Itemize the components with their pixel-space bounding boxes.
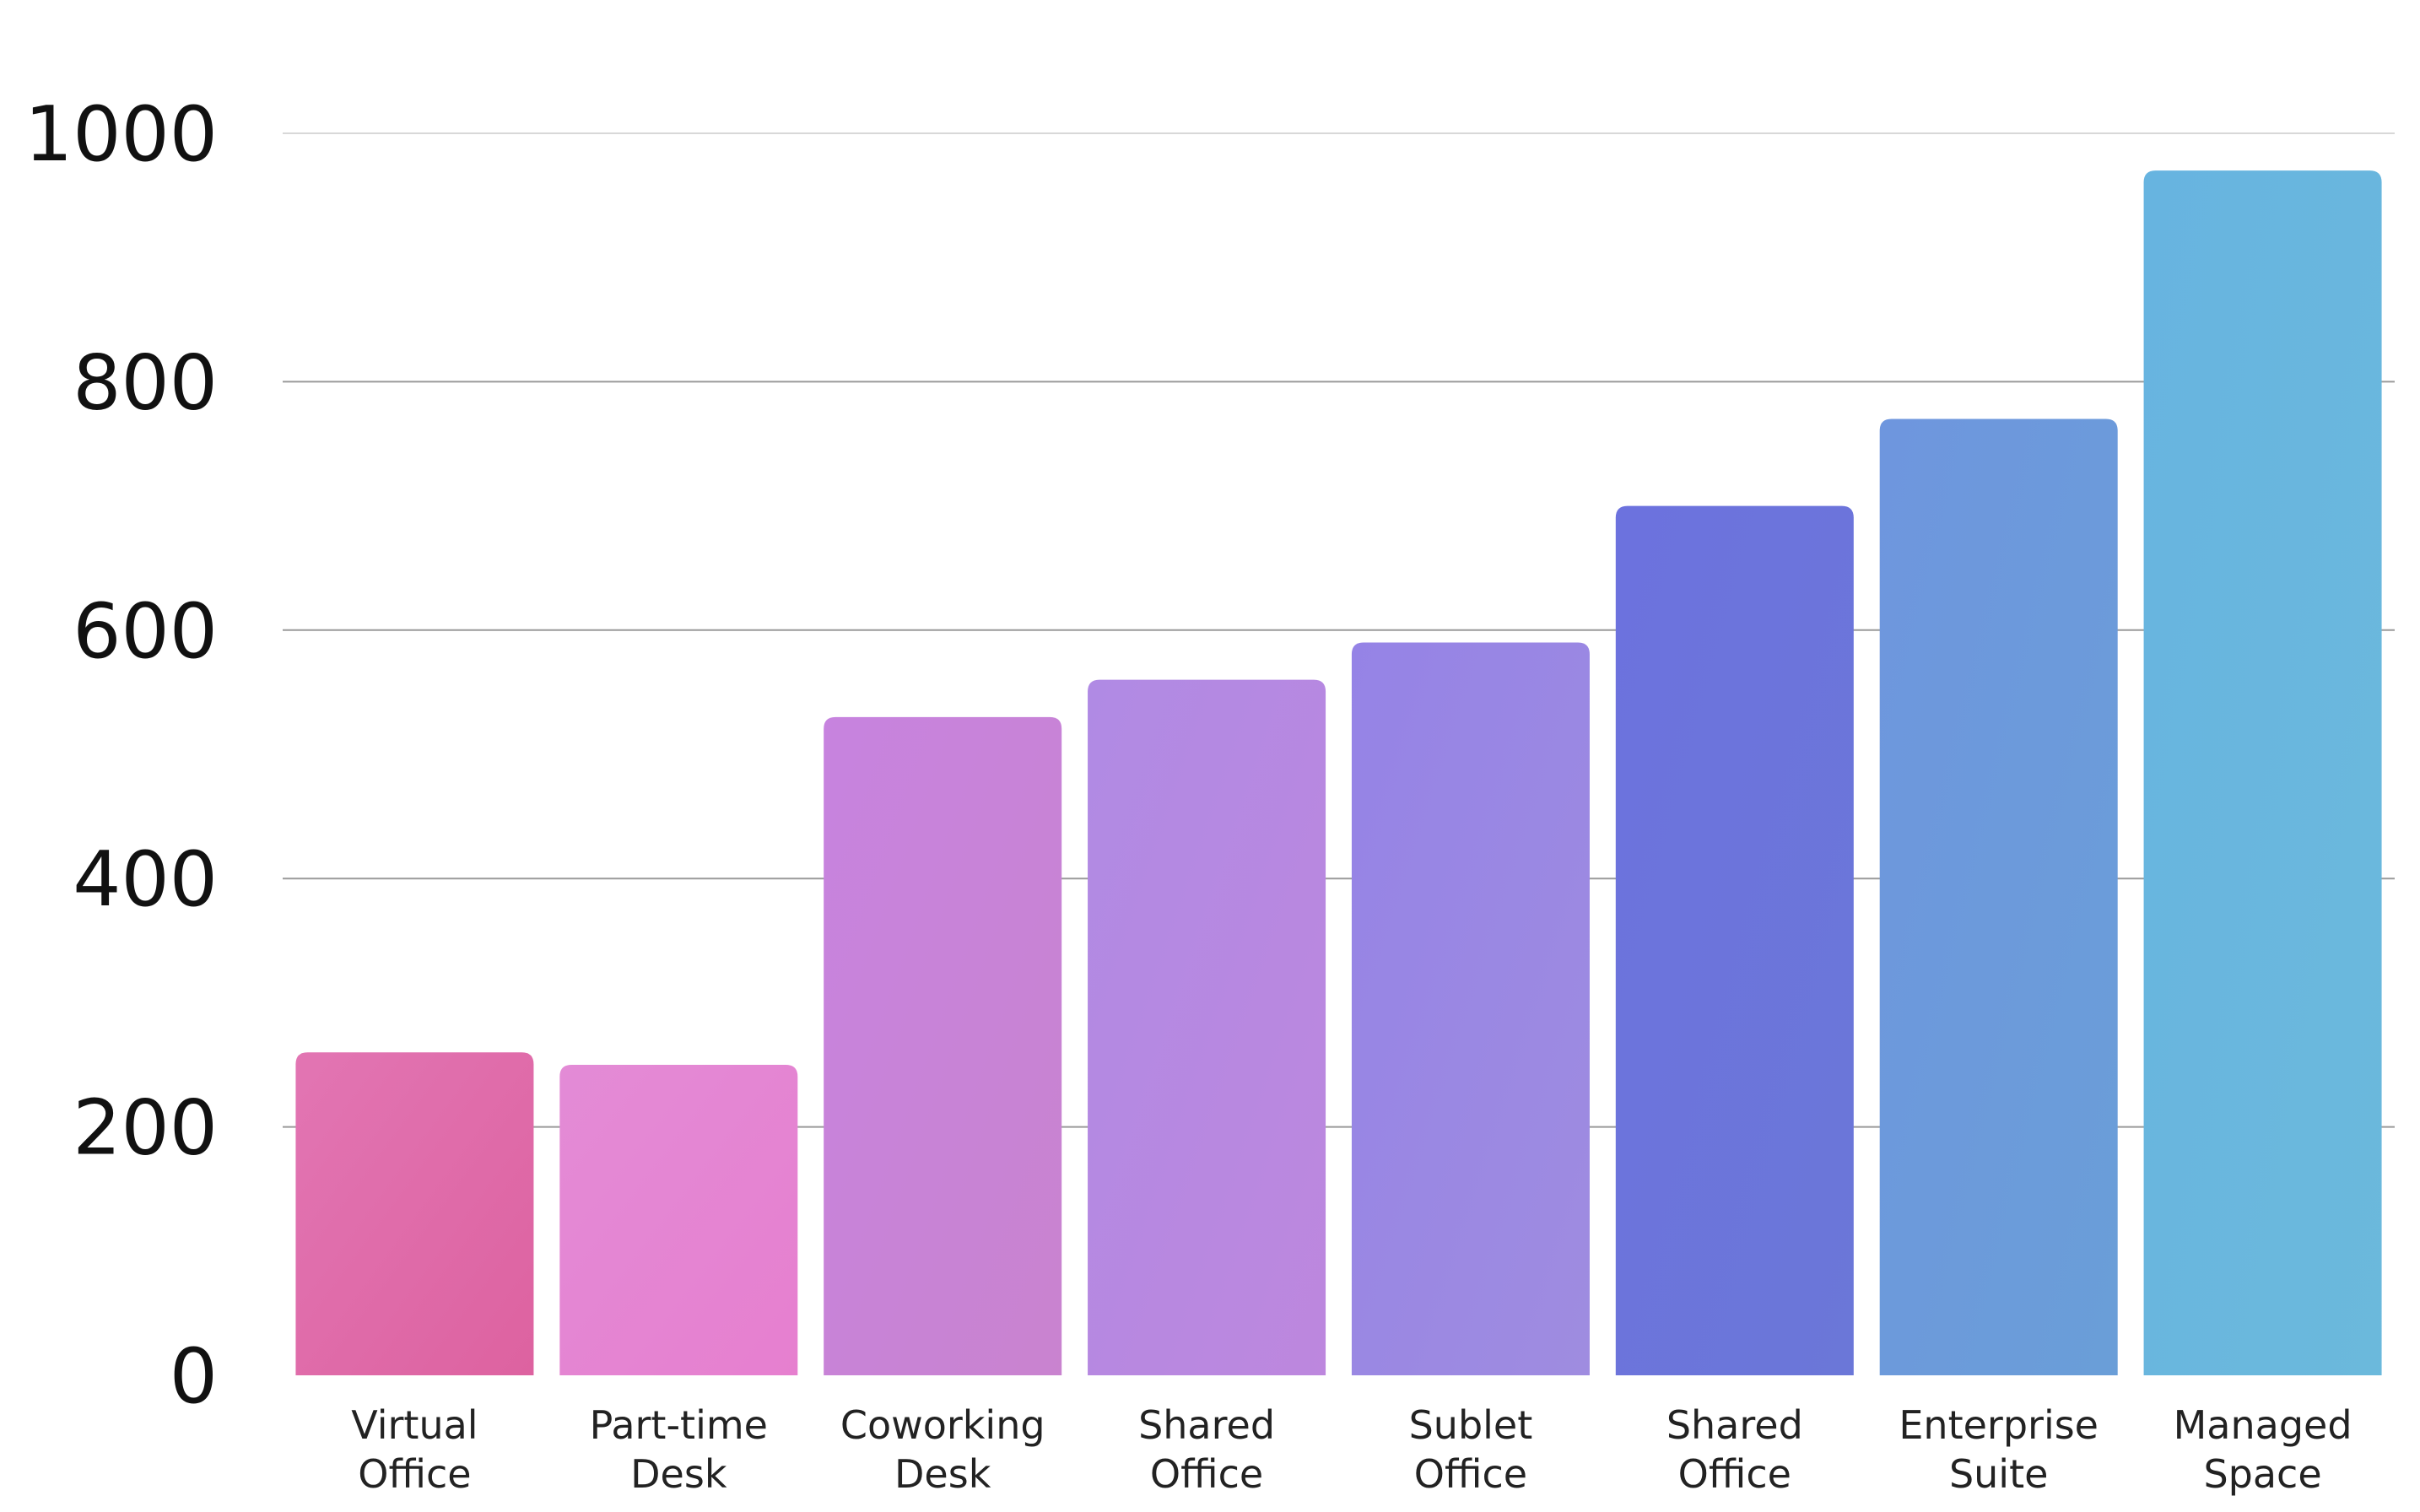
y-tick-label: 0 — [170, 1332, 218, 1421]
bar-shared-office — [1615, 505, 1854, 1375]
x-tick-label: Virtual Office — [351, 1402, 478, 1497]
bar-coworking-desk — [824, 716, 1062, 1375]
x-tick-label-line: Suite — [1949, 1451, 2048, 1497]
x-tick-label: Part-time Desk — [590, 1402, 768, 1497]
x-tick-label: Sublet Office — [1409, 1402, 1533, 1497]
x-tick-label: Enterprise Suite — [1899, 1402, 2099, 1497]
y-tick-label: 600 — [73, 587, 218, 676]
bar-shared-office — [1088, 679, 1326, 1375]
x-tick-label-line: Shared — [1666, 1402, 1803, 1448]
x-tick-label-line: Space — [2203, 1451, 2321, 1497]
bars — [295, 170, 2382, 1375]
x-tick-label-line: Office — [358, 1451, 471, 1497]
x-tick-label-line: Office — [1414, 1451, 1527, 1497]
bar-virtual-office — [295, 1052, 534, 1375]
x-tick-label: Shared Office — [1138, 1402, 1275, 1497]
x-tick-label-line: Office — [1150, 1451, 1263, 1497]
x-tick-label-line: Enterprise — [1899, 1402, 2099, 1448]
x-tick-label: Managed Space — [2174, 1402, 2352, 1497]
y-axis-ticks: 0 200 400 600 800 1000 — [24, 90, 218, 1421]
bar-enterprise-suite — [1879, 418, 2118, 1375]
x-tick-label-line: Office — [1678, 1451, 1791, 1497]
y-tick-label: 200 — [73, 1084, 218, 1173]
y-tick-label: 800 — [73, 338, 218, 427]
bar-sublet-office — [1351, 642, 1590, 1375]
x-tick-label-line: Desk — [630, 1451, 727, 1497]
x-tick-label-line: Sublet — [1409, 1402, 1533, 1448]
x-tick-label-line: Virtual — [351, 1402, 478, 1448]
y-tick-label: 400 — [73, 835, 218, 924]
x-tick-label: Coworking Desk — [840, 1402, 1045, 1497]
x-tick-label-line: Part-time — [590, 1402, 768, 1448]
x-tick-label-line: Managed — [2174, 1402, 2352, 1448]
y-tick-label: 1000 — [24, 90, 218, 179]
bar-managed-space — [2143, 170, 2382, 1375]
x-tick-label: Shared Office — [1666, 1402, 1803, 1497]
x-tick-label-line: Shared — [1138, 1402, 1275, 1448]
x-tick-label-line: Coworking — [840, 1402, 1045, 1448]
bar-part-time-desk — [559, 1065, 798, 1375]
x-tick-label-line: Desk — [894, 1451, 991, 1497]
